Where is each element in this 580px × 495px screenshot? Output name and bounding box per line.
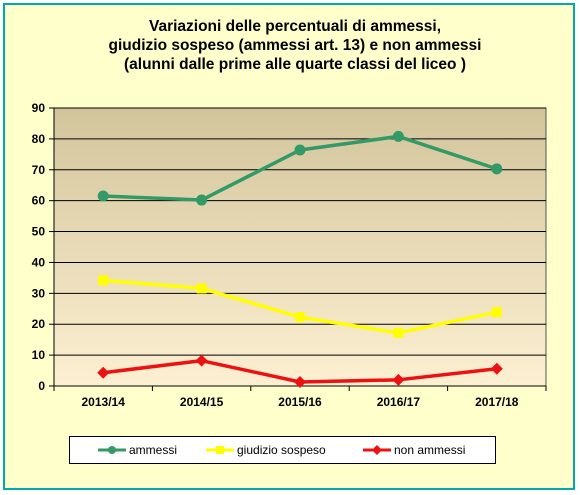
data-point-giudizio-sospeso-2: [295, 312, 305, 323]
data-point-ammessi-0: [97, 190, 109, 202]
y-tick-label-90: 90: [32, 101, 46, 115]
data-point-ammessi-2: [294, 144, 306, 156]
data-point-non-ammessi-1: [195, 354, 208, 367]
x-tick-label-2017-18: 2017/18: [475, 395, 519, 409]
x-tick-label-2013-14: 2013/14: [82, 395, 126, 409]
legend-label-ammessi: ammessi: [129, 443, 178, 457]
chart-title-line-2: giudizio sospeso (ammessi art. 13) e non…: [108, 37, 482, 54]
y-tick-label-40: 40: [32, 255, 46, 269]
y-tick-label-60: 60: [32, 194, 46, 208]
legend-label-giudizio-sospeso: giudizio sospeso: [237, 443, 326, 457]
legend-item-giudizio-sospeso: giudizio sospeso: [206, 437, 326, 463]
data-point-non-ammessi-2: [294, 375, 306, 388]
chart-legend: ammessi giudizio sospeso non ammessi: [69, 436, 496, 464]
y-tick-label-50: 50: [32, 225, 46, 239]
y-tick-label-20: 20: [32, 317, 46, 331]
data-point-ammessi-3: [392, 130, 404, 142]
legend-swatch-ammessi: [98, 446, 126, 454]
data-point-giudizio-sospeso-3: [393, 327, 404, 338]
y-tick-label-80: 80: [32, 132, 46, 146]
data-point-non-ammessi-3: [392, 373, 405, 386]
y-tick-label-70: 70: [32, 163, 46, 177]
data-point-non-ammessi-0: [97, 366, 110, 379]
y-tick-label-10: 10: [32, 348, 46, 362]
x-tick-label-2015-16: 2015/16: [278, 395, 322, 409]
y-tick-label-30: 30: [32, 286, 46, 300]
legend-item-ammessi: ammessi: [98, 437, 177, 463]
data-point-non-ammessi-4: [490, 362, 503, 375]
data-point-ammessi-4: [491, 163, 503, 175]
legend-item-non-ammessi: non ammessi: [363, 437, 465, 463]
data-point-giudizio-sospeso-4: [491, 307, 502, 318]
data-point-giudizio-sospeso-0: [98, 275, 109, 286]
legend-label-non-ammessi: non ammessi: [394, 443, 466, 457]
data-point-giudizio-sospeso-1: [196, 283, 207, 294]
chart-title-line-3: (alunni dalle prime alle quarte classi d…: [124, 56, 466, 73]
legend-swatch-giudizio-sospeso: [206, 446, 234, 454]
legend-swatch-non-ammessi: [363, 445, 391, 455]
chart-title: Variazioni delle percentuali di ammessi,…: [60, 17, 530, 74]
chart-title-line-1: Variazioni delle percentuali di ammessi,: [148, 18, 442, 35]
x-tick-label-2016-17: 2016/17: [377, 395, 421, 409]
x-tick-label-2014-15: 2014/15: [180, 395, 224, 409]
data-point-ammessi-1: [196, 194, 208, 206]
y-tick-label-0: 0: [38, 379, 45, 393]
